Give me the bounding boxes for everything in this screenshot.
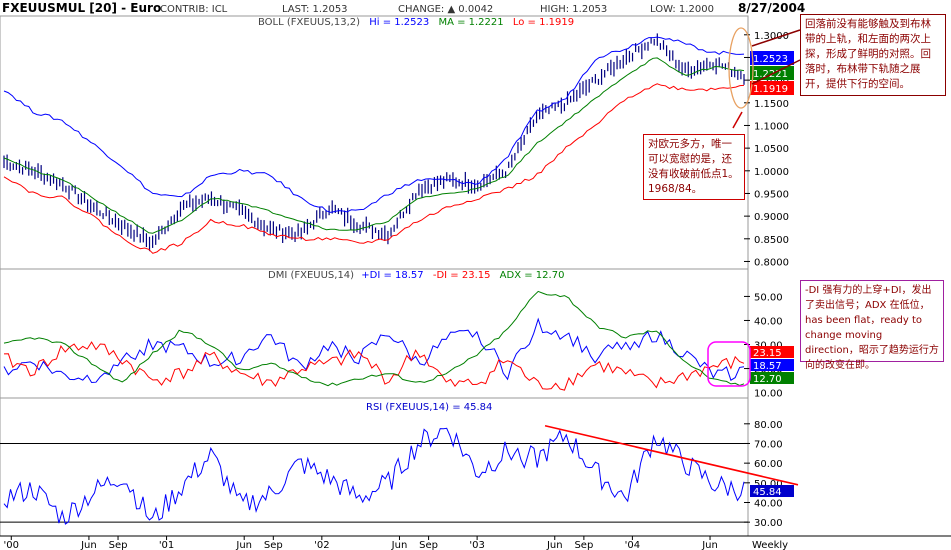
- x-tick-label: Jun: [80, 540, 97, 550]
- x-tick-label: '02: [314, 540, 329, 550]
- boll-lo-legend: Lo = 1.1919: [513, 17, 574, 28]
- boll-hi-legend: Hi = 1.2523: [369, 17, 429, 28]
- price-y-tick-label: 1.1500: [754, 99, 789, 110]
- rsi-line: [3, 427, 745, 525]
- x-period-label: Weekly: [752, 540, 788, 550]
- price-y-tick-label: 1.0000: [754, 167, 789, 178]
- adx-line: [3, 290, 745, 387]
- x-tick-label: Jun: [391, 540, 408, 550]
- rsi-plot: 80.00 70.00 60.00 50.00 40.00 30.00 45.84: [0, 420, 799, 529]
- boll-ma-legend: MA = 1.2221: [438, 17, 503, 28]
- dmi-title: DMI (FXEUUS,14): [268, 270, 354, 281]
- plus-di-line: [3, 317, 745, 384]
- boll-title: BOLL (FXEUUS,13,2): [258, 17, 360, 28]
- annotation-top-right: 回落前没有能够触及到布林带的上轨，和左面的两次上探，形成了鲜明的对照。回落时，布…: [800, 14, 946, 96]
- plus-di-legend: +DI = 18.57: [361, 270, 423, 281]
- rsi-trendline: [544, 424, 799, 486]
- boll-upper-line: [3, 36, 745, 213]
- dmi-last-label: 18.57: [753, 361, 782, 372]
- change-label: CHANGE: ▲ 0.0042: [398, 4, 493, 15]
- price-last-label: 1.1919: [753, 84, 788, 95]
- price-last-label-bg: [750, 51, 794, 65]
- x-tick-label: Jun: [235, 540, 252, 550]
- boll-lower-line: [3, 83, 745, 254]
- callout-arrow-middle: [732, 111, 743, 129]
- rsi-last-label: 45.84: [753, 487, 782, 498]
- rsi-y-tick-label: 50.00: [754, 479, 783, 490]
- rsi-y-tick-label: 70.00: [754, 439, 783, 450]
- dmi-y-tick-label: 10.00: [754, 389, 783, 400]
- dmi-highlight-box: [707, 341, 751, 387]
- price-y-tick-label: 0.9500: [754, 189, 789, 200]
- dmi-panel-title: DMI (FXEUUS,14) +DI = 18.57 -DI = 23.15 …: [268, 270, 564, 281]
- dmi-last-label: 23.15: [753, 348, 782, 359]
- rsi-y-tick-label: 30.00: [754, 518, 783, 529]
- rsi-y-tick-label: 40.00: [754, 498, 783, 509]
- price-last-label-bg: [750, 66, 794, 80]
- dmi-last-label-bg: [750, 346, 794, 358]
- price-y-tick-label: 1.0500: [754, 144, 789, 155]
- x-tick-label: '00: [4, 540, 19, 550]
- rsi-last-label-bg: [750, 485, 794, 498]
- boll-ma-line: [3, 57, 745, 234]
- x-tick-label: Sep: [574, 540, 593, 550]
- last-label: LAST: 1.2053: [282, 4, 348, 15]
- dmi-y-tick-label: 50.00: [754, 292, 783, 303]
- callout-arrow-top: [751, 29, 801, 47]
- x-tick-label: '04: [625, 540, 640, 550]
- symbol-title: FXEUUSMUL [20] - Euro: [2, 1, 161, 15]
- rsi-y-tick-label: 80.00: [754, 420, 783, 431]
- price-y-tick-label: 0.8000: [754, 257, 789, 268]
- date-label: 8/27/2004: [738, 1, 805, 15]
- price-y-tick-label: 1.3000: [754, 31, 789, 42]
- contrib-label: CONTRIB: ICL: [160, 4, 228, 15]
- x-axis: '00 Jun Sep '01 Jun Sep '02 Jun Sep '03 Jun Sep '04 J…: [4, 536, 788, 550]
- x-tick-label: Sep: [419, 540, 438, 550]
- x-tick-label: Jun: [546, 540, 563, 550]
- callout-arrow-bottom: [751, 59, 801, 85]
- dmi-last-label: 12.70: [753, 374, 782, 385]
- dmi-panel: [0, 268, 749, 399]
- minus-di-line: [3, 341, 745, 391]
- annotation-dmi: -DI 强有力的上穿+DI，发出了卖出信号；ADX 在低位，has been f…: [800, 280, 944, 371]
- rsi-legend: RSI (FXEUUS,14) = 45.84: [366, 402, 492, 413]
- x-tick-label: Sep: [109, 540, 128, 550]
- rsi-y-tick-label: 60.00: [754, 459, 783, 470]
- price-y-tick-label: 0.8500: [754, 235, 789, 246]
- dmi-y-tick-label: 40.00: [754, 316, 783, 327]
- price-last-label: 1.2523: [753, 54, 788, 65]
- price-y-tick-label: 1.1000: [754, 121, 789, 132]
- dmi-last-label-bg: [750, 372, 794, 384]
- price-last-label-bg: [750, 81, 794, 95]
- price-highlight-ellipse: [728, 27, 754, 109]
- price-y-tick-label: 0.9000: [754, 212, 789, 223]
- high-label: HIGH: 1.2053: [540, 4, 607, 15]
- low-label: LOW: 1.2000: [650, 4, 714, 15]
- x-tick-label: Sep: [264, 540, 283, 550]
- adx-legend: ADX = 12.70: [500, 270, 565, 281]
- minus-di-legend: -DI = 23.15: [433, 270, 491, 281]
- x-tick-label: '01: [159, 540, 174, 550]
- dmi-last-label-bg: [750, 359, 794, 371]
- rsi-panel: [0, 397, 749, 537]
- x-tick-label: '03: [469, 540, 484, 550]
- x-tick-label: Jun: [701, 540, 718, 550]
- annotation-middle: 对欧元多方，唯一可以宽慰的是，还没有收破前低点1。1968/84。: [643, 134, 745, 200]
- price-panel-title: BOLL (FXEUUS,13,2) Hi = 1.2523 MA = 1.22…: [258, 17, 574, 28]
